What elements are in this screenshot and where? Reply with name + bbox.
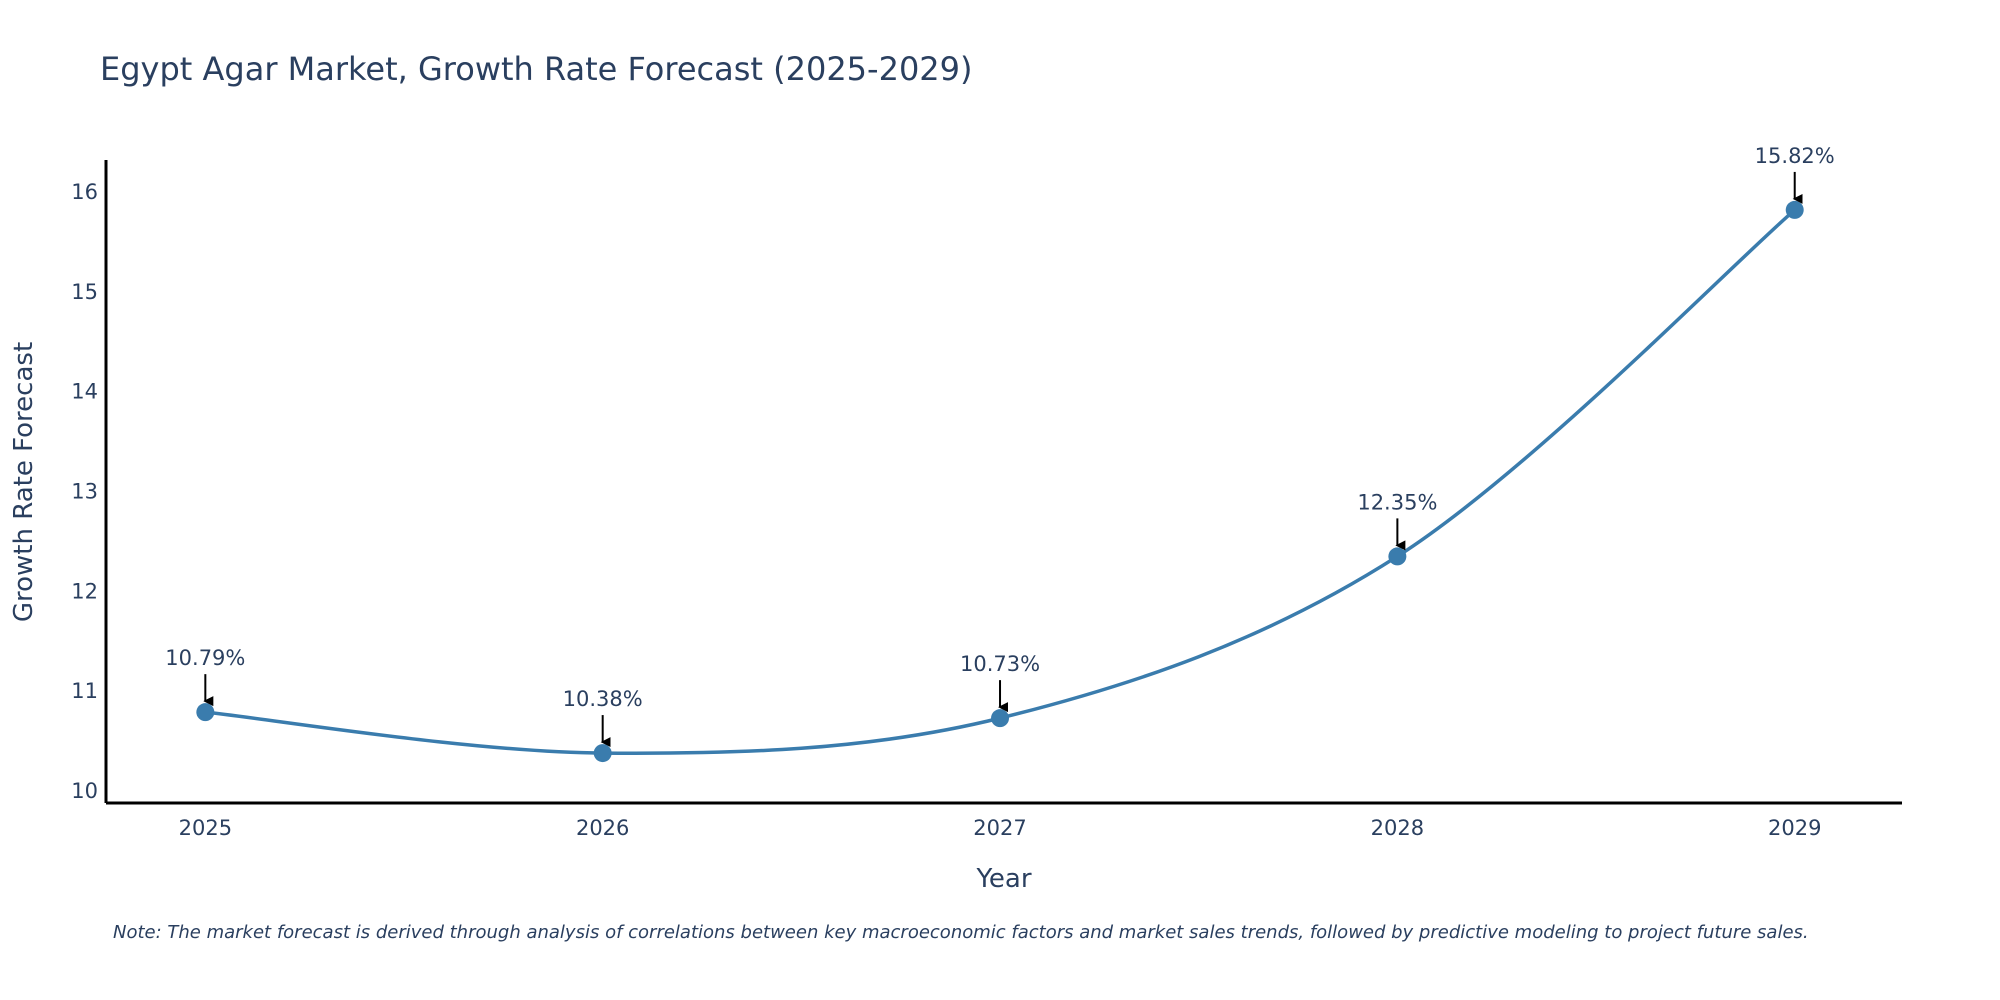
y-tick-label: 10 — [71, 779, 98, 803]
y-tick-label: 11 — [71, 679, 98, 703]
data-label-2029: 15.82% — [1755, 144, 1835, 168]
x-tick-label: 2026 — [576, 816, 629, 840]
data-points — [196, 200, 1804, 763]
y-tick-labels: 10 11 12 13 14 15 16 — [71, 180, 98, 803]
series-line — [205, 208, 1796, 755]
data-point-2028 — [1388, 547, 1407, 566]
y-tick-label: 14 — [71, 380, 98, 404]
data-point-2026 — [593, 744, 612, 763]
data-label-2028: 12.35% — [1357, 490, 1437, 514]
data-point-2029 — [1785, 200, 1804, 219]
x-tick-label: 2025 — [179, 816, 232, 840]
y-tick-label: 16 — [71, 180, 98, 204]
data-labels: 10.79% 10.38% 10.73% 12.35% 15.82% — [165, 144, 1835, 748]
footnote: Note: The market forecast is derived thr… — [113, 922, 1809, 943]
y-tick-label: 12 — [71, 579, 98, 603]
data-label-2027: 10.73% — [960, 652, 1040, 676]
x-tick-label: 2028 — [1371, 816, 1424, 840]
y-tick-label: 13 — [71, 479, 98, 503]
data-point-2025 — [196, 703, 215, 722]
x-tick-labels: 2025 2026 2027 2028 2029 — [179, 816, 1822, 840]
data-point-2027 — [991, 709, 1010, 728]
x-tick-label: 2029 — [1768, 816, 1821, 840]
data-label-2025: 10.79% — [165, 646, 245, 670]
x-tick-label: 2027 — [973, 816, 1026, 840]
data-label-2026: 10.38% — [563, 687, 643, 711]
x-axis-title: Year — [975, 864, 1031, 894]
y-axis-title: Growth Rate Forecast — [9, 342, 39, 622]
chart-title: Egypt Agar Market, Growth Rate Forecast … — [100, 50, 973, 88]
y-tick-label: 15 — [71, 280, 98, 304]
